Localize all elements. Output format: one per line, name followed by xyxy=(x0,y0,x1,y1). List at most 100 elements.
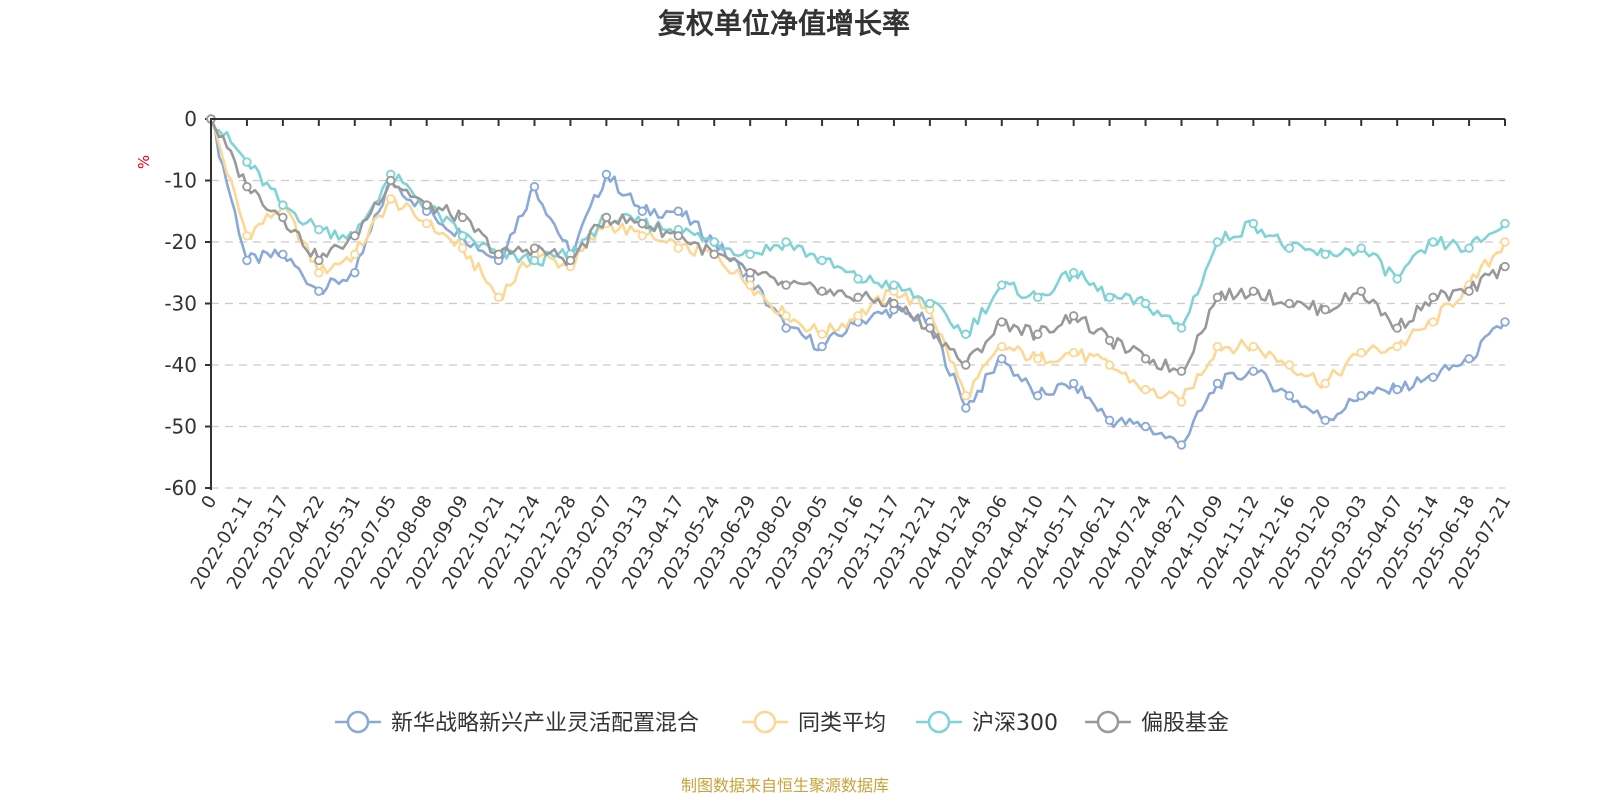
data-point xyxy=(997,341,1007,352)
data-point xyxy=(673,231,683,241)
data-point xyxy=(1212,378,1223,389)
data-point xyxy=(493,292,504,303)
data-point xyxy=(1500,237,1510,247)
data-point xyxy=(1356,391,1366,401)
data-point xyxy=(1176,366,1187,376)
data-point xyxy=(853,292,863,303)
data-point xyxy=(1428,292,1438,303)
data-point xyxy=(709,249,719,259)
data-point xyxy=(709,237,719,247)
data-point xyxy=(1392,341,1402,352)
data-point xyxy=(1176,440,1187,450)
data-point xyxy=(1392,274,1402,284)
gridlines xyxy=(211,179,1505,489)
data-point xyxy=(817,286,827,296)
data-point xyxy=(1392,384,1402,395)
data-point xyxy=(1212,237,1223,247)
data-point xyxy=(997,280,1007,290)
data-point xyxy=(242,255,252,266)
data-point xyxy=(242,157,252,167)
legend-label: 偏股基金 xyxy=(1141,711,1229,736)
data-point xyxy=(1320,378,1330,389)
data-point xyxy=(278,212,288,223)
data-point xyxy=(997,317,1007,327)
data-point xyxy=(529,255,540,266)
y-tick-label: -30 xyxy=(164,292,197,316)
data-point xyxy=(278,200,288,210)
data-point xyxy=(1104,415,1115,426)
series-lines xyxy=(206,114,1510,450)
y-axis-unit-label: % xyxy=(135,155,153,169)
data-point xyxy=(1284,391,1295,401)
data-point xyxy=(1033,391,1043,401)
data-point xyxy=(1033,292,1043,303)
y-tick-label: -40 xyxy=(164,353,197,377)
series-line xyxy=(209,118,1507,404)
data-point xyxy=(421,218,432,229)
data-point xyxy=(1500,317,1510,327)
data-point xyxy=(1068,268,1079,278)
data-point xyxy=(529,243,540,253)
data-point xyxy=(1392,323,1402,333)
data-point xyxy=(1428,237,1438,247)
legend-circle-icon xyxy=(753,710,777,734)
data-point xyxy=(1428,372,1438,382)
data-point xyxy=(817,255,827,266)
series-1 xyxy=(206,114,1510,407)
data-point xyxy=(1464,354,1474,364)
data-point xyxy=(314,224,324,235)
legend-item[interactable]: 偏股基金 xyxy=(1085,710,1229,736)
data-point xyxy=(1356,243,1366,253)
data-point xyxy=(1284,360,1295,370)
data-point xyxy=(961,329,971,339)
series-3 xyxy=(206,114,1510,376)
data-point xyxy=(601,212,612,223)
data-point xyxy=(889,280,899,290)
legend: 新华战略新兴产业灵活配置混合 同类平均 沪深300 偏股基金 xyxy=(335,710,1229,736)
data-point xyxy=(637,231,648,241)
data-point xyxy=(637,218,648,229)
series-line xyxy=(209,118,1506,373)
legend-label: 同类平均 xyxy=(798,711,886,736)
data-point xyxy=(1104,292,1115,303)
data-point xyxy=(1428,317,1438,327)
legend-label: 新华战略新兴产业灵活配置混合 xyxy=(391,711,699,736)
data-point xyxy=(565,255,576,266)
data-point xyxy=(961,391,971,401)
data-point xyxy=(1033,354,1043,364)
data-point xyxy=(1140,298,1151,309)
data-point xyxy=(1320,304,1330,315)
data-point xyxy=(781,237,791,247)
data-point xyxy=(1140,384,1151,395)
legend-item[interactable]: 新华战略新兴产业灵活配置混合 xyxy=(335,710,699,736)
legend-circle-icon xyxy=(346,710,370,734)
data-point xyxy=(314,286,324,296)
data-point xyxy=(1068,311,1079,321)
data-point xyxy=(1212,292,1223,303)
data-point xyxy=(1320,249,1330,259)
data-point xyxy=(781,311,791,321)
data-point xyxy=(386,175,396,186)
data-point xyxy=(1248,341,1259,352)
data-point xyxy=(314,268,324,278)
data-point xyxy=(457,212,468,223)
data-point xyxy=(1320,415,1330,426)
data-point xyxy=(421,200,432,210)
data-point xyxy=(961,360,971,370)
y-tick-label: -50 xyxy=(164,415,197,439)
legend-item[interactable]: 沪深300 xyxy=(916,710,1058,736)
legend-item[interactable]: 同类平均 xyxy=(742,710,886,736)
data-point xyxy=(1104,360,1115,370)
data-point xyxy=(1284,243,1295,253)
y-axis-ticks: 0 -10 -20 -30 -40 -50 -60 xyxy=(164,107,211,500)
data-point xyxy=(1140,354,1151,364)
data-point xyxy=(1356,286,1366,296)
data-point xyxy=(817,341,827,352)
legend-circle-icon xyxy=(1096,710,1120,734)
data-point xyxy=(1500,218,1510,229)
data-point xyxy=(925,298,935,309)
data-point xyxy=(673,206,683,216)
data-point xyxy=(637,206,648,216)
data-point xyxy=(278,249,288,259)
